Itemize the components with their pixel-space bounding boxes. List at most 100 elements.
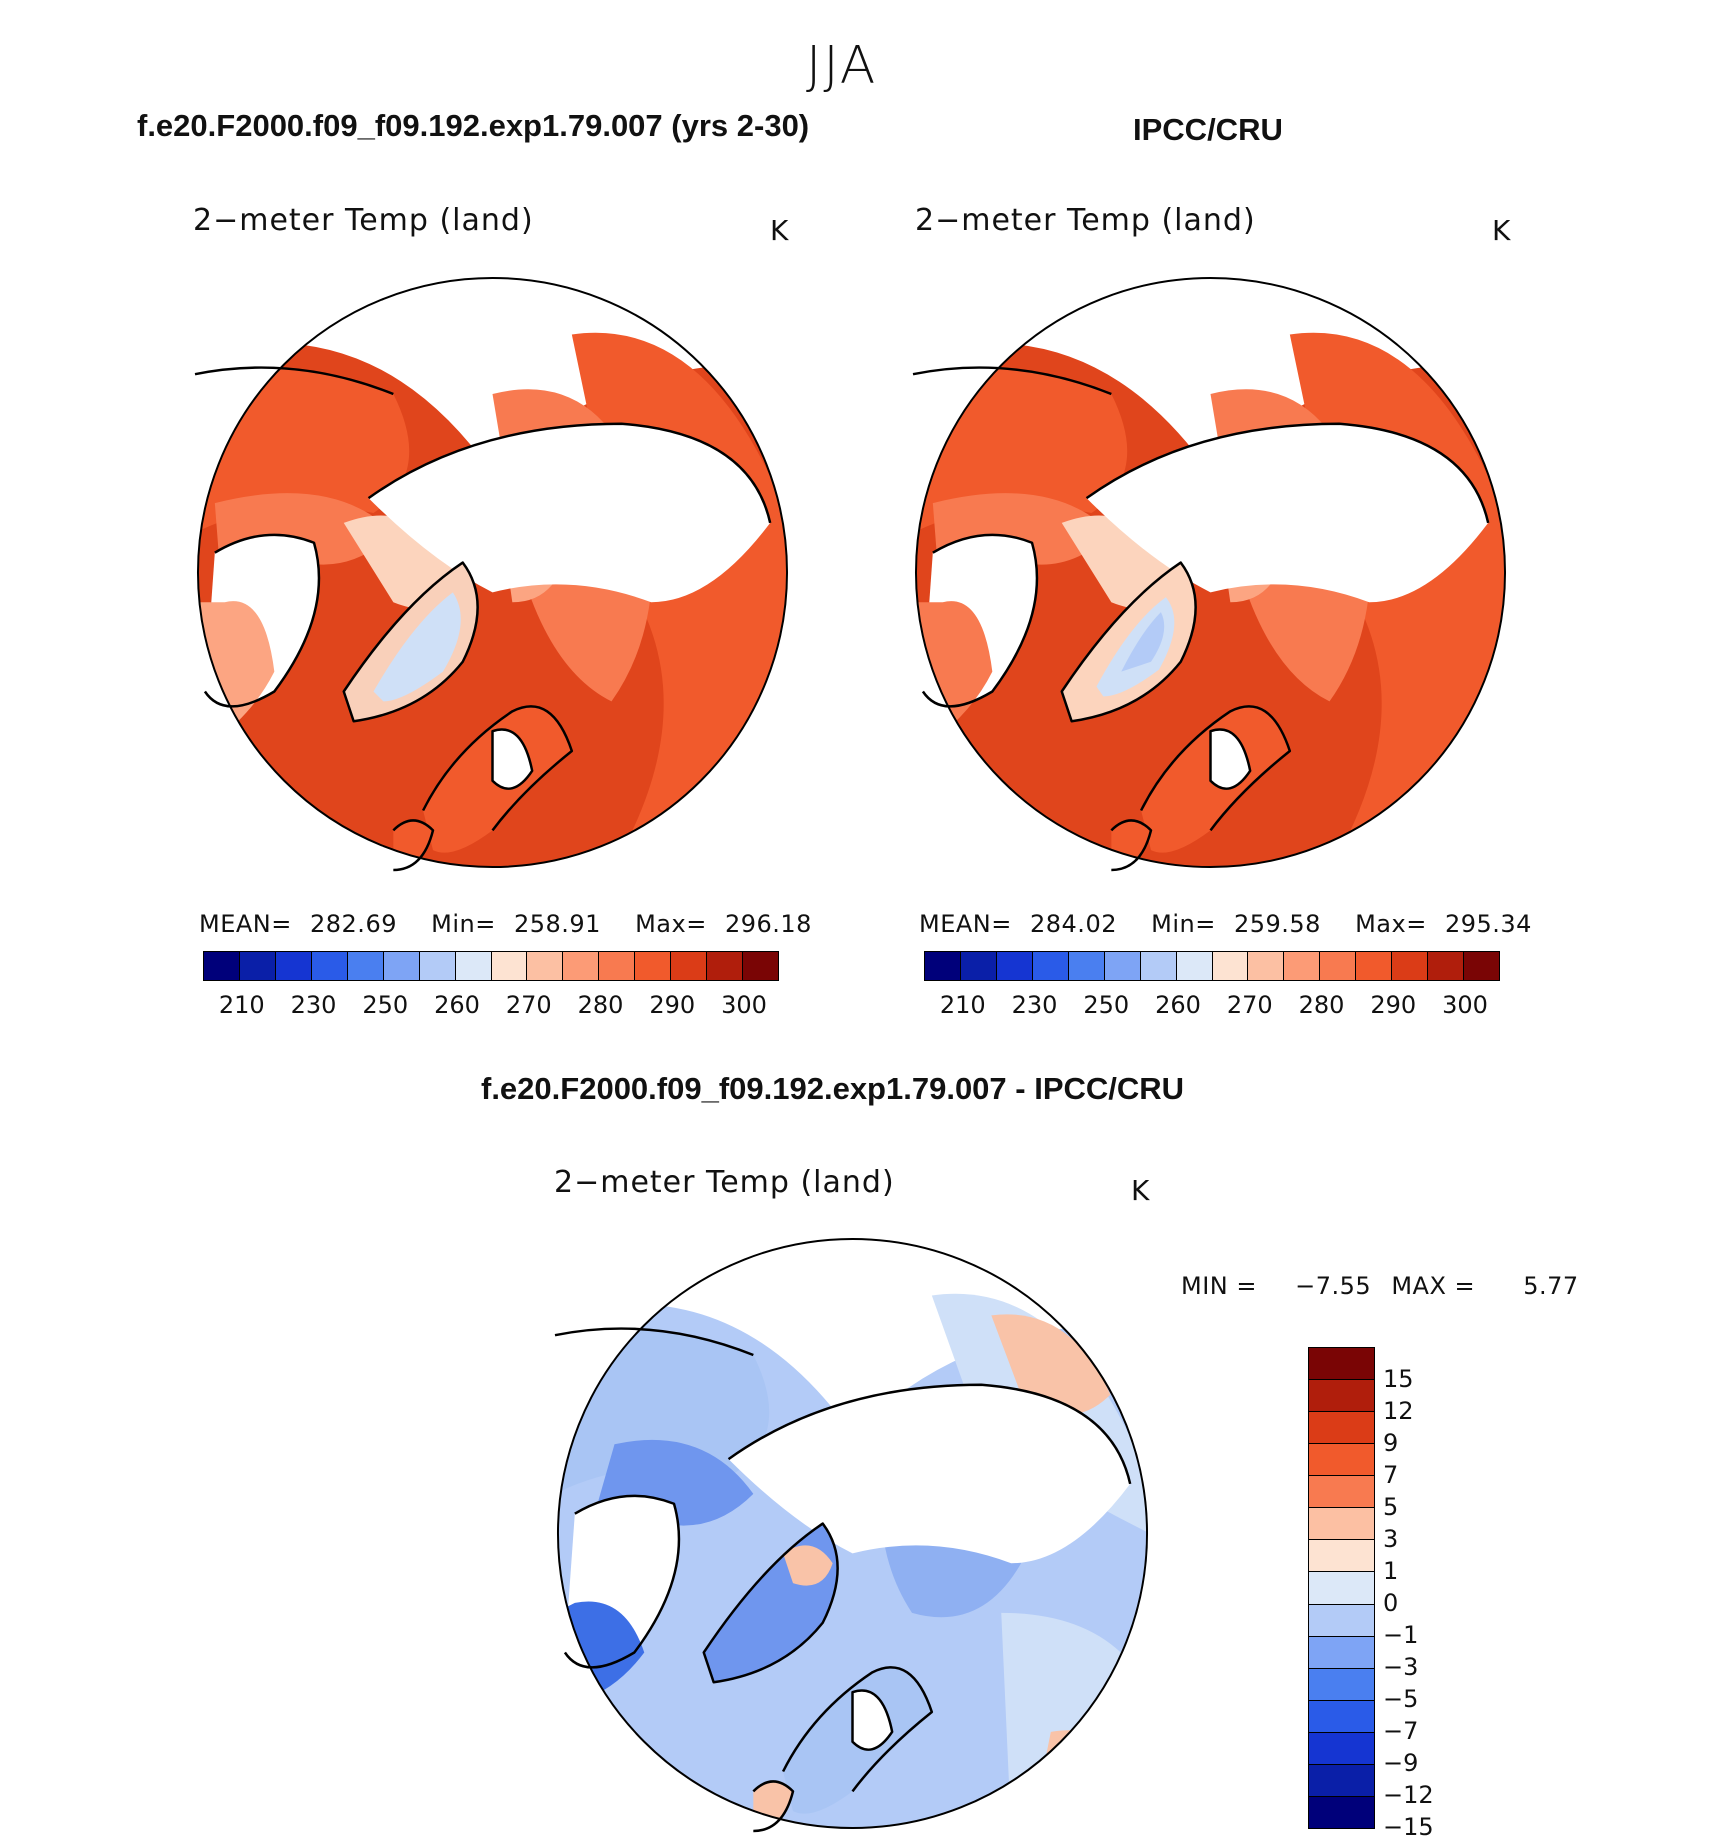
model-colorbar-swatch bbox=[311, 952, 348, 980]
model-colorbar-tick-label: 250 bbox=[362, 991, 409, 1019]
model-colorbar-swatch bbox=[491, 952, 528, 980]
model-polar-map-canvas bbox=[194, 276, 789, 872]
model-colorbar-swatch bbox=[239, 952, 276, 980]
diff-colorbar-swatch bbox=[1309, 1700, 1374, 1733]
obs-colorbar-swatch bbox=[1284, 952, 1321, 980]
diff-colorbar-tick-label: −3 bbox=[1383, 1653, 1419, 1681]
model-plot-title: 2−meter Temp (land) bbox=[193, 203, 534, 238]
obs-colorbar-swatch bbox=[1320, 952, 1357, 980]
obs-colorbar-tick-label: 280 bbox=[1298, 991, 1345, 1019]
model-colorbar-swatch bbox=[275, 952, 312, 980]
model-max-label: Max= bbox=[635, 910, 707, 938]
obs-colorbar-swatch bbox=[1176, 952, 1213, 980]
obs-units-label: K bbox=[1492, 214, 1511, 247]
model-colorbar-tick-label: 270 bbox=[505, 991, 552, 1019]
model-colorbar-swatch bbox=[671, 952, 708, 980]
diff-max-label: MAX = bbox=[1391, 1272, 1476, 1300]
diff-colorbar-swatch bbox=[1309, 1764, 1374, 1797]
model-stats: MEAN= 282.69 Min= 258.91 Max= 296.18 bbox=[199, 910, 812, 938]
diff-colorbar-swatch bbox=[1309, 1732, 1374, 1765]
diff-min-label: MIN = bbox=[1181, 1272, 1257, 1300]
model-colorbar-tick-label: 290 bbox=[649, 991, 696, 1019]
obs-colorbar bbox=[924, 951, 1500, 981]
model-colorbar-tick-label: 230 bbox=[290, 991, 337, 1019]
obs-colorbar-swatch bbox=[1068, 952, 1105, 980]
model-colorbar-swatch bbox=[563, 952, 600, 980]
diff-colorbar-tick-label: 1 bbox=[1383, 1557, 1399, 1585]
model-colorbar-swatch bbox=[347, 952, 384, 980]
obs-colorbar-swatch bbox=[1140, 952, 1177, 980]
model-colorbar-tick-label: 260 bbox=[434, 991, 480, 1019]
model-colorbar-swatch bbox=[204, 952, 240, 980]
diff-colorbar-tick-label: −5 bbox=[1383, 1685, 1419, 1713]
model-mean-label: MEAN= bbox=[199, 910, 292, 938]
diff-colorbar-tick-label: −7 bbox=[1383, 1717, 1419, 1745]
obs-colorbar-swatch bbox=[1464, 952, 1499, 980]
figure-title: JJA bbox=[806, 36, 878, 96]
obs-min-value: 259.58 bbox=[1233, 910, 1321, 938]
model-min-label: Min= bbox=[431, 910, 496, 938]
model-colorbar-swatch bbox=[707, 952, 744, 980]
obs-colorbar-tick-label: 250 bbox=[1083, 991, 1130, 1019]
diff-units-label: K bbox=[1131, 1174, 1150, 1207]
diff-colorbar-tick-label: 9 bbox=[1383, 1429, 1399, 1457]
obs-colorbar-tick-label: 290 bbox=[1370, 991, 1417, 1019]
model-min-value: 258.91 bbox=[513, 910, 601, 938]
diff-colorbar-swatch bbox=[1309, 1636, 1374, 1669]
obs-colorbar-swatch bbox=[925, 952, 961, 980]
obs-colorbar-swatch bbox=[1356, 952, 1393, 980]
diff-colorbar-tick-label: 12 bbox=[1383, 1397, 1414, 1425]
obs-panel-header: IPCC/CRU bbox=[1133, 112, 1283, 147]
model-panel-header: f.e20.F2000.f09_f09.192.exp1.79.007 (yrs… bbox=[137, 108, 810, 143]
obs-mean-label: MEAN= bbox=[919, 910, 1012, 938]
model-colorbar-swatch bbox=[599, 952, 636, 980]
obs-colorbar-tick-label: 300 bbox=[1442, 991, 1488, 1019]
diff-colorbar-tick-label: −12 bbox=[1383, 1781, 1434, 1809]
diff-colorbar-tick-label: 3 bbox=[1383, 1525, 1399, 1553]
model-colorbar-swatch bbox=[455, 952, 492, 980]
model-max-value: 296.18 bbox=[724, 910, 812, 938]
diff-colorbar-swatch bbox=[1309, 1476, 1374, 1509]
diff-colorbar-swatch bbox=[1309, 1508, 1374, 1541]
model-colorbar-swatch bbox=[743, 952, 778, 980]
obs-colorbar-swatch bbox=[960, 952, 997, 980]
model-colorbar-swatch bbox=[527, 952, 564, 980]
diff-polar-map-canvas bbox=[554, 1237, 1149, 1833]
diff-colorbar-tick-label: −9 bbox=[1383, 1749, 1419, 1777]
obs-mean-value: 284.02 bbox=[1030, 910, 1117, 938]
diff-minmax: MIN = −7.55 MAX = 5.77 bbox=[1181, 1272, 1579, 1300]
obs-colorbar-swatch bbox=[996, 952, 1033, 980]
diff-panel-header: f.e20.F2000.f09_f09.192.exp1.79.007 - IP… bbox=[481, 1071, 1185, 1106]
obs-colorbar-swatch bbox=[1104, 952, 1141, 980]
obs-colorbar-swatch bbox=[1428, 952, 1465, 980]
obs-colorbar-swatch bbox=[1248, 952, 1285, 980]
obs-colorbar-swatch bbox=[1212, 952, 1249, 980]
obs-plot-title: 2−meter Temp (land) bbox=[915, 203, 1256, 238]
model-colorbar-swatch bbox=[383, 952, 420, 980]
diff-colorbar-tick-label: 7 bbox=[1383, 1461, 1399, 1489]
diff-colorbar-swatch bbox=[1309, 1604, 1374, 1637]
diff-colorbar-tick-label: −1 bbox=[1383, 1621, 1419, 1649]
obs-colorbar-swatch bbox=[1032, 952, 1069, 980]
obs-min-label: Min= bbox=[1151, 910, 1216, 938]
diff-colorbar-tick-label: 15 bbox=[1383, 1365, 1414, 1393]
diff-colorbar-tick-label: 0 bbox=[1383, 1589, 1399, 1617]
model-colorbar-swatch bbox=[419, 952, 456, 980]
diff-colorbar-swatch bbox=[1309, 1572, 1374, 1605]
diff-colorbar-swatch bbox=[1309, 1444, 1374, 1477]
obs-colorbar-tick-label: 270 bbox=[1226, 991, 1273, 1019]
obs-max-label: Max= bbox=[1355, 910, 1427, 938]
diff-colorbar-swatch bbox=[1309, 1412, 1374, 1445]
obs-polar-map-canvas bbox=[912, 276, 1507, 872]
diff-min-value: −7.55 bbox=[1295, 1272, 1372, 1300]
obs-max-value: 295.34 bbox=[1444, 910, 1532, 938]
diff-colorbar-swatch bbox=[1309, 1540, 1374, 1573]
diff-colorbar-swatch bbox=[1309, 1348, 1374, 1381]
diff-max-value: 5.77 bbox=[1523, 1272, 1579, 1300]
diff-colorbar bbox=[1308, 1347, 1375, 1829]
obs-colorbar-tick-label: 230 bbox=[1011, 991, 1058, 1019]
obs-colorbar-tick-label: 210 bbox=[939, 991, 986, 1019]
obs-colorbar-tick-label: 260 bbox=[1155, 991, 1201, 1019]
diff-colorbar-swatch bbox=[1309, 1796, 1374, 1828]
obs-stats: MEAN= 284.02 Min= 259.58 Max= 295.34 bbox=[919, 910, 1532, 938]
